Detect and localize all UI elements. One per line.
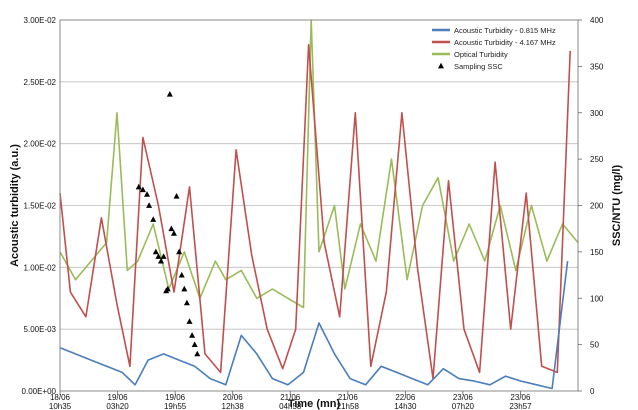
left-axis-title: Acoustic turbidity (a.u.) [9, 144, 21, 267]
x-tick-time: 10h35 [49, 402, 72, 410]
right-tick-label: 400 [590, 16, 604, 25]
sampling-point [135, 183, 142, 190]
left-tick-label: 1.00E-02 [24, 263, 57, 272]
x-tick-date: 20/06 [223, 393, 244, 402]
legend-swatch-markers [438, 62, 444, 69]
right-axis-title: SSC/NTU (mg/l) [611, 165, 623, 247]
right-tick-label: 0 [590, 387, 595, 396]
right-tick-label: 200 [590, 202, 604, 211]
right-tick-label: 300 [590, 109, 604, 118]
sampling-point [178, 271, 185, 278]
left-tick-label: 2.50E-02 [24, 78, 57, 87]
sampling-point [164, 285, 171, 292]
legend-label-1: Acoustic Turbidity - 0.815 MHz [454, 26, 556, 35]
sampling-point [173, 193, 180, 199]
right-axis-ticks: 0 50 100 150 200 250 300 350 400 [578, 16, 604, 396]
x-tick-time: 14h30 [394, 402, 417, 410]
x-tick-date: 21/06 [338, 393, 359, 402]
sampling-point [183, 299, 190, 306]
sampling-point [176, 248, 183, 255]
sampling-point [152, 248, 159, 255]
series-layer [59, 19, 579, 390]
left-tick-label: 0.00E+00 [22, 387, 57, 396]
legend-label-2: Acoustic Turbidity - 4.167 MHz [454, 38, 556, 47]
left-tick-label: 3.00E-02 [24, 16, 57, 25]
x-tick-time: 12h38 [222, 402, 245, 410]
sampling-point [194, 350, 201, 357]
series-line-2 [59, 43, 571, 380]
x-tick-date: 22/06 [395, 393, 416, 402]
x-tick-date: 23/06 [510, 393, 531, 402]
x-tick-date: 19/06 [165, 393, 186, 402]
sampling-point [168, 225, 175, 232]
x-tick-time: 04h58 [279, 402, 302, 410]
x-tick-time: 21h58 [337, 402, 360, 410]
x-axis-title: Time (mn) [288, 398, 341, 410]
x-tick-date: 19/06 [108, 393, 129, 402]
sampling-point [189, 332, 196, 338]
left-tick-label: 5.00E-03 [24, 325, 57, 334]
x-tick-time: 19h55 [164, 402, 187, 410]
sampling-point [181, 285, 188, 292]
right-tick-label: 350 [590, 62, 604, 71]
x-tick-date: 21/06 [280, 393, 301, 402]
right-tick-label: 100 [590, 294, 604, 303]
sampling-markers [135, 91, 201, 357]
left-tick-label: 1.50E-02 [24, 202, 57, 211]
legend-label-markers: Sampling SSC [454, 62, 503, 71]
x-axis-ticks: 18/0610h3519/0603h2019/0619h5520/0612h38… [49, 391, 532, 410]
sampling-point [146, 202, 153, 208]
right-tick-label: 50 [590, 341, 599, 350]
left-axis-ticks: 0.00E+00 5.00E-03 1.00E-02 1.50E-02 2.00E-02… [22, 16, 57, 396]
legend: Acoustic Turbidity - 0.815 MHz Acoustic T… [432, 26, 556, 71]
sampling-point [150, 216, 157, 222]
series-line-1 [59, 261, 569, 390]
sampling-point [170, 230, 177, 236]
sampling-point [144, 191, 151, 197]
x-tick-date: 23/06 [453, 393, 474, 402]
sampling-point [139, 186, 146, 193]
x-tick-time: 23h57 [509, 402, 532, 410]
x-tick-time: 07h20 [452, 402, 475, 410]
x-tick-date: 18/06 [50, 393, 71, 402]
right-tick-label: 250 [590, 155, 604, 164]
x-tick-time: 03h20 [106, 402, 129, 410]
sampling-point [160, 253, 167, 259]
sampling-point [158, 257, 165, 264]
right-tick-label: 150 [590, 248, 604, 257]
sampling-point [155, 253, 162, 259]
left-tick-label: 2.00E-02 [24, 140, 57, 149]
sampling-point [191, 341, 198, 348]
legend-label-3: Optical Turbidity [454, 50, 508, 59]
sampling-point [186, 318, 193, 324]
sampling-point [166, 91, 173, 97]
